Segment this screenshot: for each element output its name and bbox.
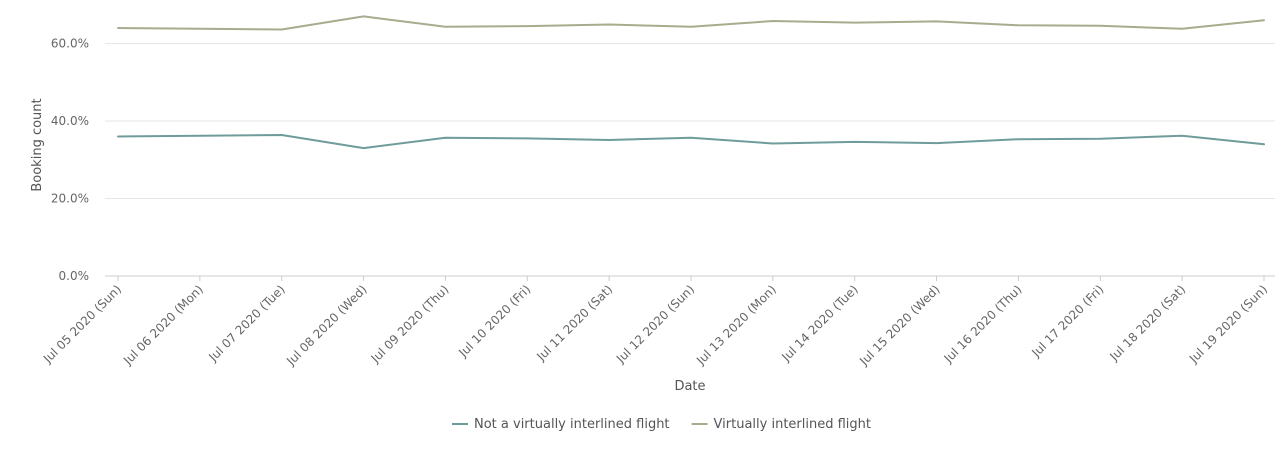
y-tick-label: 0.0% — [59, 269, 90, 283]
series-line-1[interactable] — [117, 15, 1265, 31]
x-tick-label: Jul 08 2020 (Wed) — [283, 282, 369, 368]
legend-item-1[interactable]: Virtually interlined flight — [691, 417, 871, 432]
legend[interactable]: Not a virtually interlined flight Virtual… — [452, 417, 871, 432]
x-tick-label: Jul 12 2020 (Sun) — [613, 282, 697, 366]
series-line-0[interactable] — [117, 134, 1265, 150]
gridlines — [105, 43, 1275, 277]
x-tick-label: Jul 15 2020 (Wed) — [856, 282, 942, 368]
x-tick-label: Jul 16 2020 (Thu) — [941, 282, 1025, 366]
y-tick-label: 60.0% — [51, 37, 89, 51]
x-tick-label: Jul 10 2020 (Fri) — [455, 282, 533, 360]
series-lines — [117, 15, 1265, 150]
y-axis-ticks: 0.0% 20.0% 40.0% 60.0% — [51, 37, 89, 284]
y-tick-label: 40.0% — [51, 114, 89, 128]
y-tick-label: 20.0% — [51, 192, 89, 206]
x-tick-label: Jul 19 2020 (Sun) — [1186, 282, 1270, 366]
x-axis-title: Date — [674, 379, 705, 394]
x-tick-label: Jul 09 2020 (Thu) — [368, 282, 452, 366]
legend-label: Not a virtually interlined flight — [474, 417, 670, 432]
x-tick-label: Jul 17 2020 (Fri) — [1028, 282, 1106, 360]
x-tick-label: Jul 14 2020 (Tue) — [778, 282, 860, 364]
x-tick-label: Jul 06 2020 (Mon) — [120, 282, 206, 368]
x-tick-label: Jul 07 2020 (Tue) — [205, 282, 287, 364]
y-axis-title: Booking count — [30, 98, 45, 191]
x-tick-label: Jul 13 2020 (Mon) — [693, 282, 779, 368]
x-axis-ticks: Jul 05 2020 (Sun)Jul 06 2020 (Mon) Jul 07… — [40, 276, 1270, 369]
x-tick-label: Jul 11 2020 (Sat) — [533, 282, 615, 364]
x-tick-label: Jul 18 2020 (Sat) — [1106, 282, 1188, 364]
legend-item-0[interactable]: Not a virtually interlined flight — [452, 417, 670, 432]
legend-label: Virtually interlined flight — [714, 417, 871, 432]
x-tick-label: Jul 05 2020 (Sun) — [40, 282, 124, 366]
